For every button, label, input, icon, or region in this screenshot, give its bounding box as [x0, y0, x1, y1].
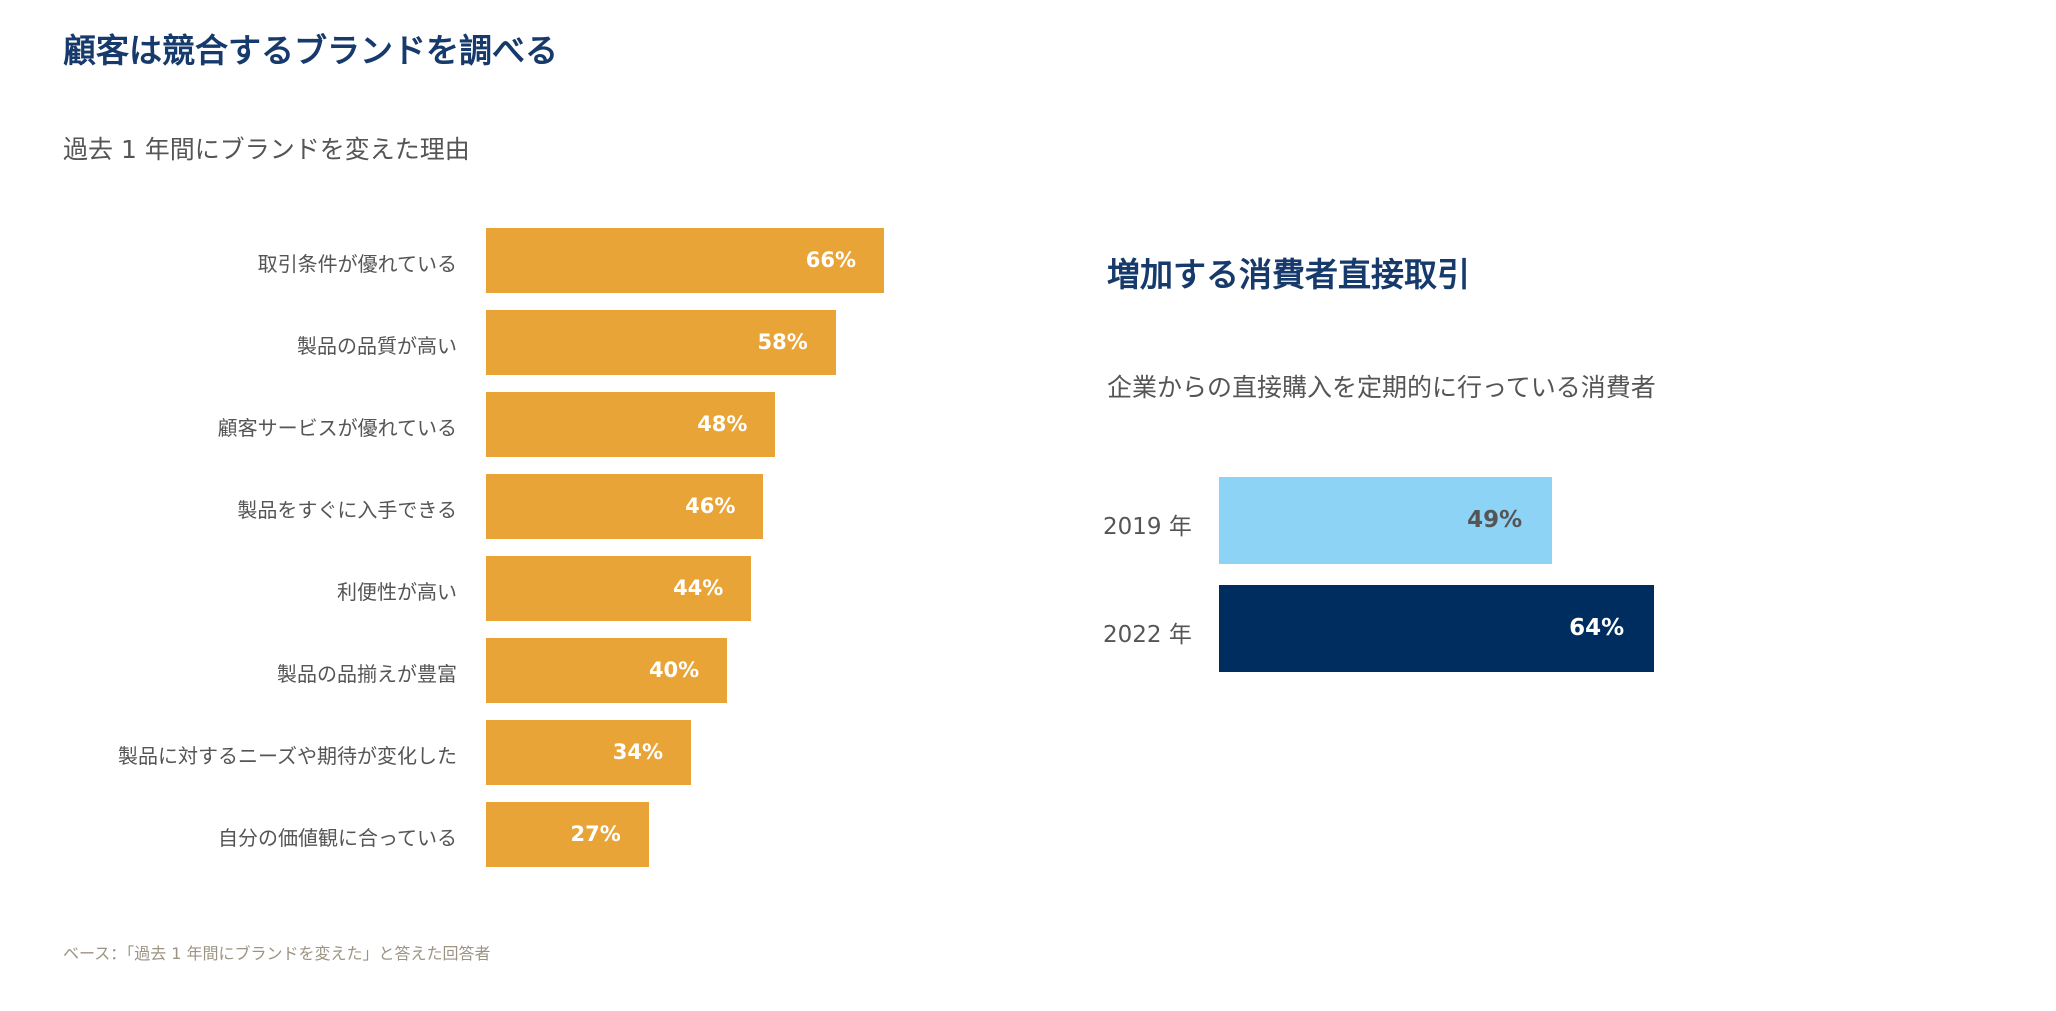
left-chart-title: 顧客は競合するブランドを調べる [63, 31, 558, 70]
data-label: 40% [648, 657, 700, 682]
bar [486, 720, 692, 785]
data-label: 64% [1569, 614, 1625, 641]
bar [1219, 477, 1553, 564]
data-label: 34% [612, 739, 664, 764]
category-label: 製品をすぐに入手できる [237, 497, 457, 522]
bar [486, 474, 764, 539]
right-chart-subtitle: 企業からの直接購入を定期的に行っている消費者 [1107, 373, 1656, 402]
data-label: 58% [757, 329, 808, 354]
category-label: 製品に対するニーズや期待が変化した [118, 743, 457, 768]
category-label: 顧客サービスが優れている [217, 415, 457, 440]
data-label: 27% [570, 821, 621, 846]
bar [486, 228, 884, 293]
bar [486, 392, 776, 457]
bar [1219, 585, 1655, 672]
bar [486, 556, 752, 621]
bar [486, 802, 649, 867]
bar [486, 310, 836, 375]
data-label: 48% [697, 411, 748, 436]
data-label: 44% [673, 575, 724, 600]
bar [486, 638, 728, 703]
category-label: 製品の品揃えが豊富 [277, 661, 457, 686]
category-label: 自分の価値観に合っている [218, 825, 457, 850]
category-label: 取引条件が優れている [257, 251, 457, 276]
category-label: 製品の品質が高い [297, 333, 457, 358]
category-label: 2022 年 [1103, 621, 1192, 648]
right-chart-title: 増加する消費者直接取引 [1107, 255, 1470, 294]
data-label: 66% [805, 247, 856, 272]
category-label: 利便性が高い [337, 579, 457, 604]
data-label: 46% [685, 493, 736, 518]
category-label: 2019 年 [1103, 513, 1192, 540]
footnote: ベース：「過去 1 年間にブランドを変えた」と答えた回答者 [63, 944, 491, 963]
data-label: 49% [1467, 506, 1523, 533]
left-chart-subtitle: 過去 1 年間にブランドを変えた理由 [63, 135, 470, 164]
